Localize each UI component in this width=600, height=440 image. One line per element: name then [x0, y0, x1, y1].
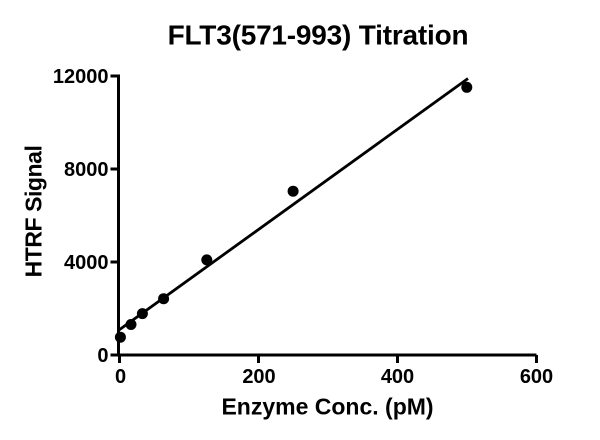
svg-text:400: 400 [381, 366, 414, 388]
svg-text:HTRF Signal: HTRF Signal [21, 146, 47, 278]
svg-text:0: 0 [97, 345, 108, 367]
svg-text:12000: 12000 [53, 66, 109, 88]
svg-text:Enzyme Conc. (pM): Enzyme Conc. (pM) [221, 394, 433, 420]
svg-text:8000: 8000 [64, 159, 109, 181]
svg-text:4000: 4000 [64, 252, 109, 274]
svg-text:600: 600 [520, 366, 553, 388]
svg-text:200: 200 [242, 366, 275, 388]
svg-text:FLT3(571-993) Titration: FLT3(571-993) Titration [168, 20, 469, 51]
svg-text:0: 0 [115, 366, 126, 388]
